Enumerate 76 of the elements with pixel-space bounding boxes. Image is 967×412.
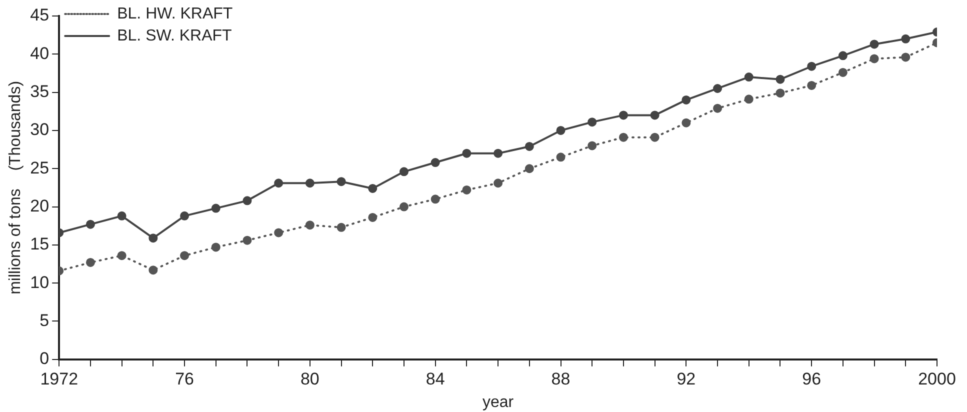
- x-tick-label: 92: [676, 369, 696, 388]
- point: [368, 184, 378, 193]
- point: [274, 178, 284, 188]
- point: [86, 220, 95, 229]
- point: [713, 104, 722, 113]
- y-tick-label: 45: [30, 6, 50, 25]
- y-tick-label: 15: [30, 234, 50, 254]
- y-tick-label: 5: [40, 310, 50, 330]
- point: [430, 158, 440, 168]
- point: [901, 52, 910, 62]
- y-tick-label: 20: [30, 196, 50, 216]
- point: [650, 110, 660, 120]
- point: [744, 94, 754, 104]
- x-tick-label: 2000: [918, 369, 956, 388]
- point: [807, 80, 816, 90]
- point: [211, 242, 220, 252]
- x-tick-label: 84: [426, 369, 445, 388]
- point: [556, 152, 566, 162]
- point: [556, 126, 566, 135]
- point: [336, 222, 346, 232]
- point: [682, 95, 691, 104]
- point: [430, 194, 440, 204]
- point: [148, 234, 158, 243]
- y-tick-label: 30: [30, 120, 50, 140]
- point: [305, 178, 314, 188]
- point: [462, 148, 472, 158]
- point: [524, 142, 534, 151]
- point: [148, 266, 158, 275]
- x-axis-title: year: [482, 394, 514, 411]
- x-tick-label: 80: [300, 369, 320, 388]
- point: [242, 236, 252, 245]
- point: [117, 211, 126, 220]
- point: [117, 251, 126, 260]
- x-tick-label: 96: [802, 369, 822, 388]
- point: [399, 202, 408, 212]
- point: [650, 132, 660, 142]
- point: [180, 211, 190, 220]
- point: [588, 141, 597, 150]
- point: [618, 132, 628, 142]
- point: [494, 148, 503, 158]
- point: [901, 34, 910, 44]
- point: [274, 228, 284, 238]
- x-tick-label: 1972: [40, 369, 78, 388]
- point: [180, 251, 190, 260]
- point: [242, 196, 252, 206]
- point: [368, 212, 378, 222]
- legend-label: BL. SW. KRAFT: [117, 27, 232, 44]
- y-tick-label: 0: [40, 349, 50, 368]
- x-tick-label: 88: [551, 369, 570, 388]
- point: [524, 164, 534, 174]
- point: [86, 258, 95, 267]
- y-tick-label: 25: [30, 158, 50, 178]
- point: [494, 178, 503, 188]
- y-tick-label: 40: [30, 44, 50, 63]
- point: [305, 220, 314, 230]
- y-axis-title: millions of tons (Thousands): [7, 80, 24, 294]
- point: [211, 204, 220, 213]
- point: [870, 40, 879, 49]
- point: [838, 68, 848, 77]
- point: [588, 118, 597, 127]
- point: [838, 51, 848, 60]
- point: [807, 62, 816, 71]
- point: [776, 74, 785, 84]
- y-tick-label: 35: [30, 82, 50, 101]
- point: [713, 84, 722, 93]
- x-tick-label: 76: [175, 369, 194, 388]
- legend-label: BL. HW. KRAFT: [117, 5, 233, 22]
- point: [776, 88, 785, 98]
- point: [336, 177, 346, 186]
- point: [682, 118, 691, 128]
- point: [618, 110, 628, 120]
- point: [462, 185, 472, 194]
- y-tick-label: 10: [30, 272, 50, 292]
- point: [399, 167, 408, 176]
- point: [744, 72, 754, 82]
- point: [870, 54, 879, 64]
